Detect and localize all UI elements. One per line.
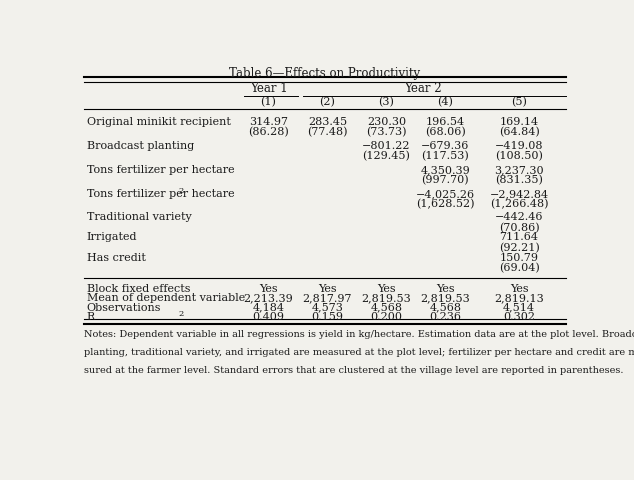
Text: Broadcast planting: Broadcast planting	[87, 141, 194, 151]
Text: (69.04): (69.04)	[498, 263, 540, 274]
Text: Year 2: Year 2	[404, 82, 442, 95]
Text: 2,819.53: 2,819.53	[361, 293, 411, 303]
Text: Irrigated: Irrigated	[87, 232, 137, 242]
Text: (3): (3)	[378, 97, 394, 107]
Text: 2,213.39: 2,213.39	[243, 293, 294, 303]
Text: Tons fertilizer per hectare: Tons fertilizer per hectare	[87, 189, 234, 199]
Text: (1,266.48): (1,266.48)	[489, 199, 548, 209]
Text: Yes: Yes	[259, 284, 278, 294]
Text: Has credit: Has credit	[87, 253, 145, 263]
Text: (73.73): (73.73)	[366, 127, 406, 137]
Text: −2,942.84: −2,942.84	[489, 189, 548, 199]
Text: Mean of dependent variable: Mean of dependent variable	[87, 293, 245, 303]
Text: (5): (5)	[511, 97, 527, 107]
Text: (2): (2)	[320, 97, 335, 107]
Text: (1,628.52): (1,628.52)	[416, 199, 475, 209]
Text: planting, traditional variety, and irrigated are measured at the plot level; fer: planting, traditional variety, and irrig…	[84, 348, 634, 357]
Text: Year 1: Year 1	[250, 82, 287, 95]
Text: Yes: Yes	[510, 284, 528, 294]
Text: 283.45: 283.45	[308, 117, 347, 127]
Text: (129.45): (129.45)	[363, 151, 410, 161]
Text: (997.70): (997.70)	[422, 175, 469, 185]
Text: 4,350.39: 4,350.39	[420, 165, 470, 175]
Text: −419.08: −419.08	[495, 141, 543, 151]
Text: −679.36: −679.36	[421, 141, 470, 151]
Text: Traditional variety: Traditional variety	[87, 212, 191, 222]
Text: (117.53): (117.53)	[422, 151, 469, 161]
Text: 169.14: 169.14	[500, 117, 538, 127]
Text: 0.159: 0.159	[311, 312, 344, 322]
Text: 2,817.97: 2,817.97	[302, 293, 352, 303]
Text: 711.64: 711.64	[500, 232, 538, 242]
Text: (831.35): (831.35)	[495, 175, 543, 185]
Text: Notes: Dependent variable in all regressions is yield in kg/hectare. Estimation : Notes: Dependent variable in all regress…	[84, 330, 634, 339]
Text: (108.50): (108.50)	[495, 151, 543, 161]
Text: Table 6—Effects on Productivity: Table 6—Effects on Productivity	[230, 67, 420, 80]
Text: −4,025.26: −4,025.26	[416, 189, 475, 199]
Text: 0.200: 0.200	[370, 312, 403, 322]
Text: −442.46: −442.46	[495, 212, 543, 222]
Text: 2,819.13: 2,819.13	[494, 293, 544, 303]
Text: 2: 2	[178, 311, 183, 318]
Text: (64.84): (64.84)	[498, 127, 540, 137]
Text: 4,514: 4,514	[503, 303, 535, 312]
Text: 4,568: 4,568	[370, 303, 403, 312]
Text: 4,573: 4,573	[311, 303, 344, 312]
Text: Yes: Yes	[377, 284, 396, 294]
Text: (86.28): (86.28)	[248, 127, 289, 137]
Text: 150.79: 150.79	[500, 253, 538, 263]
Text: (1): (1)	[261, 97, 276, 107]
Text: 314.97: 314.97	[249, 117, 288, 127]
Text: 2,819.53: 2,819.53	[420, 293, 470, 303]
Text: 230.30: 230.30	[367, 117, 406, 127]
Text: Observations: Observations	[87, 303, 161, 312]
Text: (70.86): (70.86)	[499, 222, 540, 233]
Text: 196.54: 196.54	[426, 117, 465, 127]
Text: 0.302: 0.302	[503, 312, 535, 322]
Text: (77.48): (77.48)	[307, 127, 347, 137]
Text: R: R	[87, 312, 95, 322]
Text: 3,237.30: 3,237.30	[494, 165, 544, 175]
Text: (4): (4)	[437, 97, 453, 107]
Text: 0.236: 0.236	[429, 312, 462, 322]
Text: (68.06): (68.06)	[425, 127, 466, 137]
Text: sured at the farmer level. Standard errors that are clustered at the village lev: sured at the farmer level. Standard erro…	[84, 366, 624, 375]
Text: Block fixed effects: Block fixed effects	[87, 284, 190, 294]
Text: −801.22: −801.22	[362, 141, 411, 151]
Text: 4,568: 4,568	[429, 303, 462, 312]
Text: Tons fertilizer per hectare: Tons fertilizer per hectare	[87, 165, 234, 175]
Text: 2: 2	[178, 187, 183, 195]
Text: (92.21): (92.21)	[498, 243, 540, 253]
Text: Original minikit recipient: Original minikit recipient	[87, 117, 231, 127]
Text: Yes: Yes	[318, 284, 337, 294]
Text: 4,184: 4,184	[252, 303, 285, 312]
Text: 0.409: 0.409	[252, 312, 285, 322]
Text: Yes: Yes	[436, 284, 455, 294]
